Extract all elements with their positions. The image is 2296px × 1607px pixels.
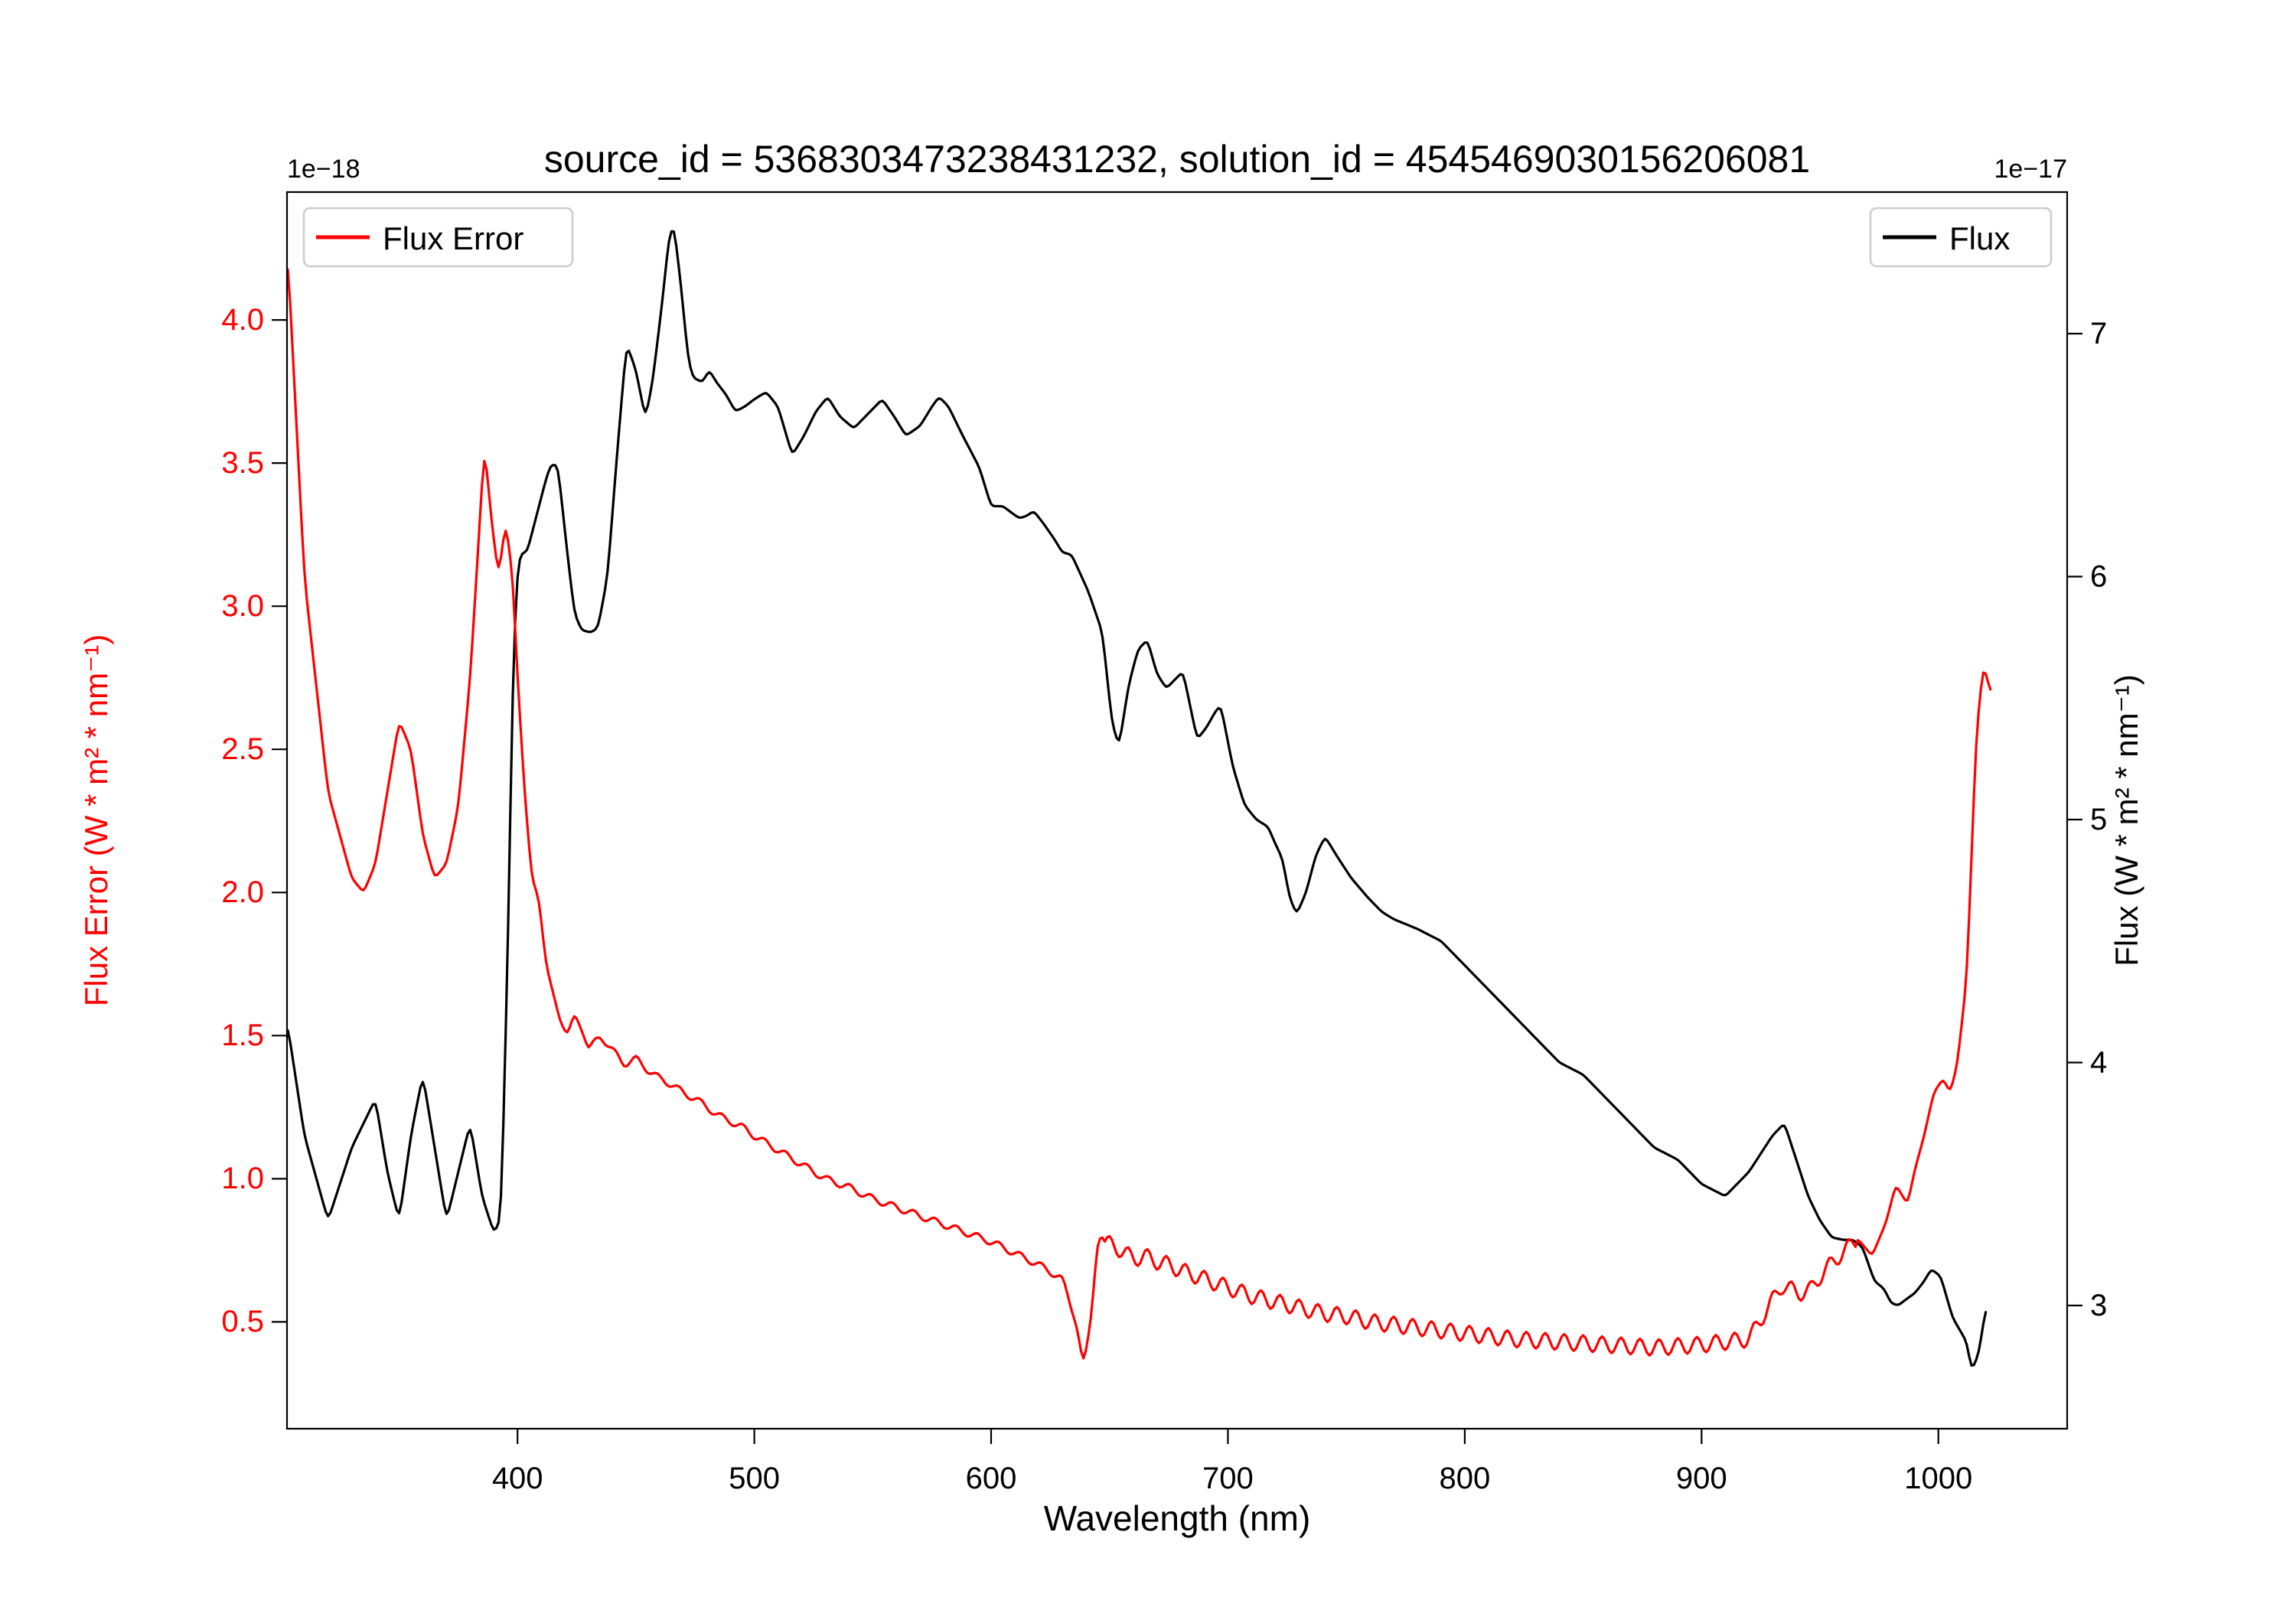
svg-text:500: 500 [729, 1462, 780, 1495]
svg-text:3.0: 3.0 [221, 589, 264, 623]
svg-text:1e−18: 1e−18 [287, 155, 360, 184]
svg-text:6: 6 [2090, 560, 2107, 594]
svg-text:600: 600 [966, 1462, 1017, 1495]
svg-text:Flux (W * m² * nm⁻¹): Flux (W * m² * nm⁻¹) [2108, 674, 2144, 966]
svg-text:4.0: 4.0 [221, 303, 264, 337]
svg-text:7: 7 [2090, 317, 2107, 350]
svg-text:4: 4 [2090, 1046, 2107, 1080]
svg-text:Wavelength (nm): Wavelength (nm) [1044, 1498, 1311, 1538]
svg-text:2.5: 2.5 [221, 732, 264, 766]
svg-text:3: 3 [2090, 1289, 2107, 1322]
svg-text:700: 700 [1202, 1462, 1254, 1495]
svg-text:source_id = 536830347323843123: source_id = 5368303473238431232, solutio… [544, 138, 1810, 181]
svg-text:900: 900 [1676, 1462, 1727, 1495]
svg-text:2.0: 2.0 [221, 875, 264, 909]
svg-text:0.5: 0.5 [221, 1305, 264, 1338]
svg-text:Flux Error (W * m² * nm⁻¹): Flux Error (W * m² * nm⁻¹) [78, 634, 114, 1006]
svg-text:Flux: Flux [1949, 220, 2010, 256]
svg-text:400: 400 [492, 1462, 543, 1495]
svg-text:1000: 1000 [1904, 1462, 1972, 1495]
svg-text:3.5: 3.5 [221, 446, 264, 480]
svg-text:800: 800 [1440, 1462, 1491, 1495]
svg-text:1.0: 1.0 [221, 1162, 264, 1195]
svg-text:1e−17: 1e−17 [1994, 155, 2068, 184]
svg-text:Flux Error: Flux Error [383, 220, 523, 256]
svg-text:5: 5 [2090, 803, 2107, 836]
svg-text:1.5: 1.5 [221, 1019, 264, 1052]
